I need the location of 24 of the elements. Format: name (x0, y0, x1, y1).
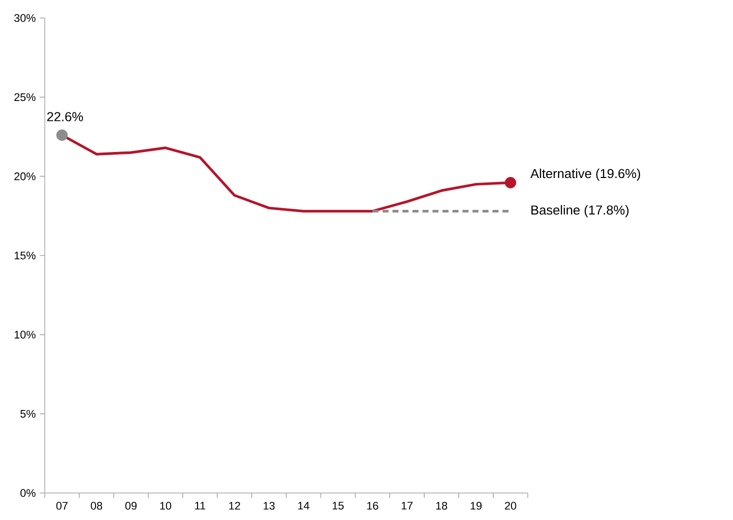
y-tick-label: 0% (20, 489, 36, 497)
y-tick-label: 15% (14, 252, 36, 260)
x-tick-label: 13 (264, 502, 275, 510)
series-label: Alternative (19.6%) (530, 168, 640, 181)
annotation: 22.6% (47, 112, 83, 122)
series-label: Baseline (17.8%) (531, 205, 629, 218)
x-tick-label: 07 (56, 502, 68, 510)
x-tick-label: 12 (229, 502, 240, 510)
x-tick-label: 18 (436, 502, 448, 510)
x-tick-label: 15 (332, 502, 344, 510)
y-tick-label: 5% (20, 410, 36, 418)
x-tick-label: 17 (402, 502, 413, 510)
x-tick-label: 16 (367, 502, 378, 510)
x-tick-label: 10 (160, 502, 172, 510)
y-tick-label: 25% (14, 93, 36, 102)
x-tick-label: 14 (298, 502, 310, 510)
x-tick-label: 19 (470, 502, 482, 510)
y-tick-label: 20% (14, 172, 36, 180)
x-tick-label: 09 (125, 502, 137, 510)
x-tick-label: 20 (504, 502, 516, 510)
x-tick-label: 11 (195, 502, 206, 510)
x-tick-label: 08 (90, 502, 102, 510)
y-tick-label: 10% (14, 330, 36, 339)
y-tick-label: 30% (14, 14, 36, 22)
